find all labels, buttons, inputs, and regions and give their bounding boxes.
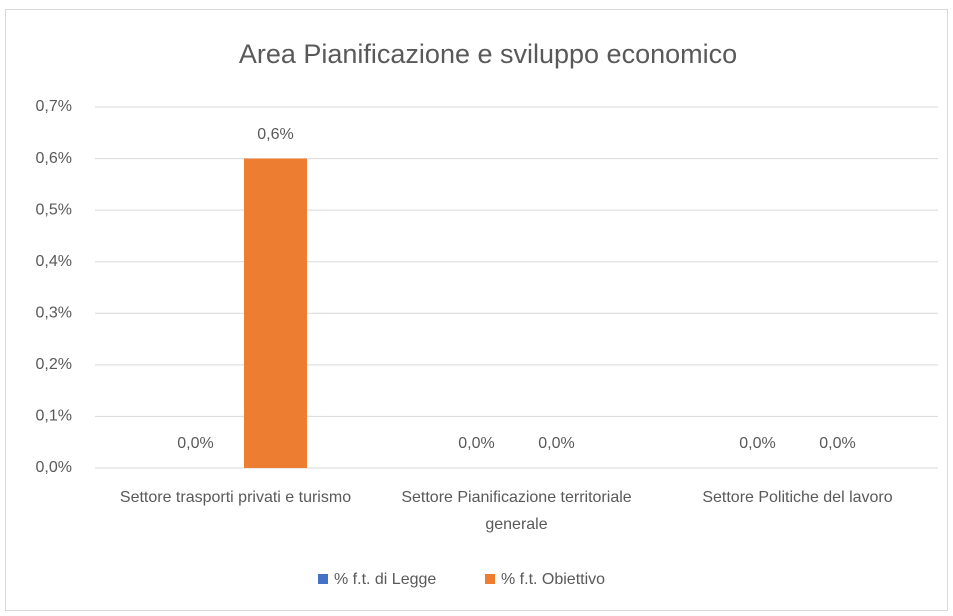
legend-swatch [318,574,328,584]
x-tick-label: Settore trasporti privati e turismo [119,489,352,506]
y-tick-label: 0,3% [36,305,72,322]
legend-label: % f.t. Obiettivo [501,571,605,588]
y-tick-label: 0,4% [36,253,72,270]
data-label: 0,0% [177,435,213,452]
data-label: 0,6% [257,126,293,143]
x-tick-label: Settore Pianificazione territoriale gene… [401,489,632,533]
y-tick-label: 0,6% [36,150,72,167]
data-label: 0,0% [458,435,494,452]
chart-border [5,9,948,611]
y-tick-label: 0,7% [36,98,72,115]
y-tick-label: 0,5% [36,201,72,218]
x-tick-label: Settore Politiche del lavoro [702,489,893,506]
legend-swatch [485,574,495,584]
y-tick-label: 0,2% [36,356,72,373]
y-tick-label: 0,0% [36,459,72,476]
data-label: 0,0% [819,435,855,452]
chart-title: Area Pianificazione e sviluppo economico [239,39,737,69]
y-tick-label: 0,1% [36,408,72,425]
data-label: 0,0% [538,435,574,452]
bar [244,158,307,469]
legend-label: % f.t. di Legge [334,571,436,588]
data-label: 0,0% [739,435,775,452]
